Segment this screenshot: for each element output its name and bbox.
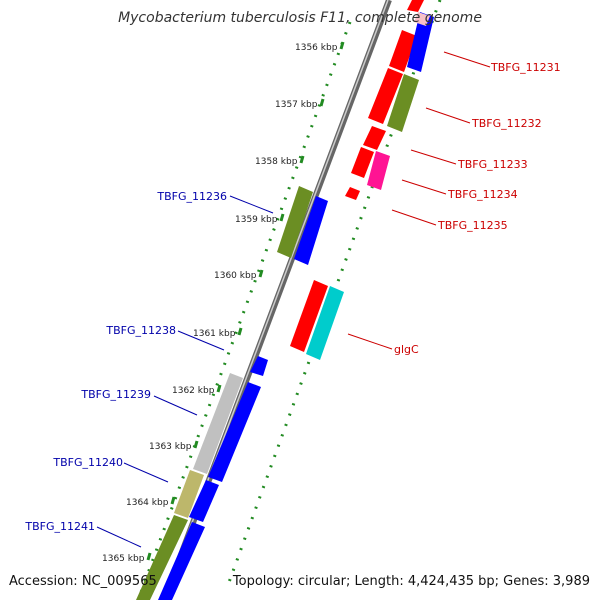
cds-feature (351, 147, 374, 178)
cds-feature (189, 480, 219, 522)
gene-label: TBFG_11240 (52, 456, 123, 469)
tick-label: 1360 kbp (214, 271, 257, 281)
tick-mark (237, 327, 243, 336)
tick-mark (279, 213, 285, 222)
cds-feature (306, 286, 344, 360)
leader-line (401, 179, 447, 195)
reverse-features (136, 186, 328, 600)
cds-feature (389, 30, 417, 72)
forward-features (290, 0, 434, 360)
tick-label: 1361 kbp (193, 329, 236, 339)
leader-line (347, 333, 393, 350)
cds-feature (290, 280, 328, 352)
cds-feature (407, 12, 434, 72)
tick-mark (146, 552, 152, 561)
tick-label: 1357 kbp (275, 100, 318, 110)
cds-feature (158, 522, 205, 600)
gene-label: TBFG_11238 (105, 324, 176, 337)
cds-feature (363, 126, 386, 150)
tick-mark (339, 41, 345, 50)
cds-feature (250, 356, 268, 376)
tick-label: 1359 kbp (235, 215, 278, 225)
leader-line (177, 330, 225, 351)
gene-label: TBFG_11233 (457, 158, 528, 171)
cds-feature (208, 382, 261, 482)
leader-line (153, 395, 198, 416)
topology-text: Topology: circular; Length: 4,424,435 bp… (232, 574, 590, 589)
cds-feature (136, 515, 188, 600)
gene-label: TBFG_11235 (437, 219, 508, 232)
cds-feature (387, 74, 419, 132)
tick-label: 1364 kbp (126, 498, 169, 508)
accession-text: Accession: NC_009565 (9, 574, 157, 589)
ruler-ticks (146, 41, 345, 561)
tick-label: 1358 kbp (255, 157, 298, 167)
gene-label: TBFG_11232 (471, 117, 542, 130)
cds-feature (407, 0, 424, 12)
leader-line (96, 526, 142, 548)
tick-mark (319, 98, 325, 107)
gene-label: TBFG_11239 (80, 388, 151, 401)
tick-mark (299, 155, 305, 164)
gene-label: TBFG_11231 (490, 61, 561, 74)
gene-label: TBFG_11241 (24, 520, 95, 533)
cds-feature (345, 187, 360, 200)
tick-label: 1356 kbp (295, 43, 338, 53)
cds-feature (367, 151, 390, 190)
leader-line (123, 462, 169, 483)
gene-label: TBFG_11236 (156, 190, 227, 203)
map-title: Mycobacterium tuberculosis F11, complete… (118, 10, 482, 26)
tick-mark (258, 269, 264, 278)
leader-line (229, 195, 274, 214)
tick-label: 1362 kbp (172, 386, 215, 396)
cds-feature (277, 186, 313, 258)
right-leader-lines (347, 51, 491, 350)
leader-line (443, 51, 491, 68)
tick-label: 1363 kbp (149, 442, 192, 452)
cds-feature (368, 68, 403, 124)
cds-feature (193, 373, 243, 474)
cds-feature (294, 196, 328, 265)
tick-mark (170, 496, 176, 505)
cds-feature (414, 12, 430, 26)
left-leader-lines (96, 195, 274, 548)
leader-line (410, 149, 457, 165)
right-gene-labels: TBFG_11231 TBFG_11232 TBFG_11233 TBFG_11234… (394, 61, 561, 356)
cds-feature (174, 470, 204, 518)
gene-label: TBFG_11234 (447, 188, 518, 201)
ruler-line-right (226, 0, 442, 586)
tick-label: 1365 kbp (102, 554, 145, 564)
gene-label: glgC (394, 343, 419, 356)
left-gene-labels: TBFG_11236 TBFG_11238 TBFG_11239 TBFG_11240… (24, 190, 227, 533)
leader-line (425, 107, 471, 124)
leader-line (391, 209, 437, 226)
ruler-tick-labels: 1356 kbp 1357 kbp 1358 kbp 1359 kbp 1360 kbp… (102, 43, 338, 564)
tick-mark (216, 384, 222, 393)
tick-mark (193, 440, 199, 449)
